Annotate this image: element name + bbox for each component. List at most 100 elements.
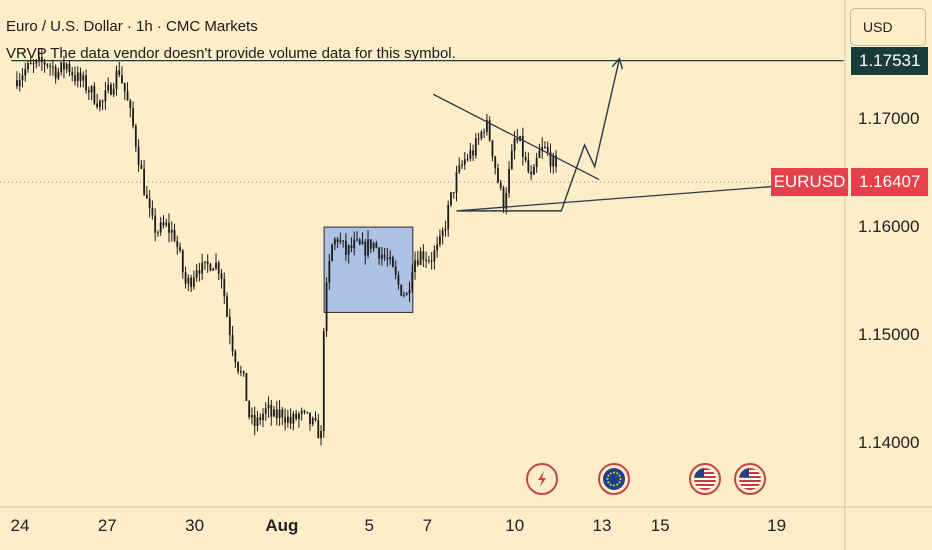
candle-body: [331, 244, 333, 261]
candle-body: [488, 120, 491, 141]
candle-body: [267, 404, 270, 409]
candle-body: [458, 165, 461, 173]
us-stripe: [694, 468, 716, 470]
candle-body: [552, 155, 555, 167]
candle-body: [259, 417, 262, 421]
candle-body: [115, 70, 118, 90]
symbol-tag: EURUSD: [771, 168, 848, 196]
candle-body: [389, 257, 392, 260]
candle-body: [43, 62, 46, 65]
candle-body: [82, 75, 85, 81]
candle-body: [79, 72, 82, 81]
candle-body: [364, 241, 367, 256]
us-flag-icon[interactable]: [734, 463, 766, 495]
candle-body: [154, 215, 157, 233]
candle-body: [68, 63, 71, 73]
us-canton: [739, 468, 749, 477]
candle-body: [411, 271, 414, 290]
candle-body: [405, 293, 408, 295]
x-tick-label: 30: [185, 516, 204, 535]
eu-star: [607, 481, 610, 484]
candle-body: [295, 413, 298, 419]
candle-body: [85, 75, 87, 91]
candle-body: [32, 63, 35, 65]
candle-body: [494, 156, 497, 169]
candle-body: [212, 268, 215, 271]
candle-body: [264, 408, 267, 414]
candle-body: [369, 239, 372, 249]
candle-body: [87, 90, 90, 93]
candle-body: [187, 277, 190, 284]
candle-body: [234, 351, 237, 363]
candle-body: [184, 272, 187, 284]
candle-body: [383, 254, 386, 258]
candle-body: [21, 75, 24, 81]
candle-body: [508, 168, 510, 193]
candle-body: [281, 409, 284, 418]
candle-body: [173, 229, 176, 242]
candle-body: [27, 63, 29, 70]
candle-body: [29, 63, 32, 65]
candle-body: [74, 75, 76, 82]
y-tick-label: 1.17000: [858, 109, 919, 128]
candle-body: [110, 84, 112, 95]
candle-body: [474, 138, 477, 156]
candle-body: [378, 247, 380, 259]
eu-star: [609, 483, 612, 486]
candle-body: [425, 259, 427, 261]
candle-body: [502, 187, 505, 209]
candle-body: [51, 66, 54, 68]
candle-body: [303, 410, 306, 412]
candle-body: [256, 417, 259, 426]
us-flag-icon[interactable]: [689, 463, 721, 495]
x-tick-label: 10: [505, 516, 524, 535]
eu-star: [606, 478, 609, 480]
candle-body: [336, 239, 339, 242]
candle-body: [165, 222, 168, 226]
candle-body: [499, 182, 502, 188]
candle-body: [322, 331, 325, 431]
eu-star: [618, 481, 621, 484]
candle-body: [513, 138, 516, 151]
candle-body: [275, 409, 278, 419]
candle-body: [309, 412, 311, 425]
candle-body: [392, 257, 394, 267]
candle-body: [347, 245, 350, 255]
candle-body: [96, 103, 99, 107]
candle-body: [430, 260, 433, 262]
candle-body: [228, 316, 231, 335]
candle-body: [217, 262, 220, 274]
candle-body: [57, 71, 60, 79]
candle-body: [148, 198, 151, 208]
candle-body: [317, 420, 320, 439]
candle-body: [530, 171, 533, 175]
candle-body: [162, 222, 165, 226]
candle-body: [510, 150, 513, 169]
candle-body: [54, 67, 57, 79]
candle-body: [447, 205, 450, 230]
candle-body: [134, 125, 137, 147]
us-stripe: [694, 476, 716, 478]
y-tick-label: 1.14000: [858, 433, 919, 452]
candle-body: [546, 146, 549, 152]
candle-body: [101, 100, 104, 102]
candle-body: [541, 146, 544, 151]
candle-body: [491, 140, 494, 157]
projection-arrowhead: [611, 57, 624, 70]
candle-body: [533, 166, 535, 175]
currency-button[interactable]: USD: [850, 8, 926, 46]
candle-body: [483, 131, 486, 133]
candle-body: [444, 229, 447, 231]
eu-flag-icon[interactable]: [598, 463, 630, 495]
candle-body: [314, 418, 317, 421]
candle-body: [195, 270, 198, 278]
lightning-icon[interactable]: [526, 463, 558, 495]
candle-body: [427, 260, 430, 262]
candle-body: [463, 159, 466, 165]
us-stripe: [694, 472, 716, 474]
us-stripe: [739, 484, 761, 486]
candle-body: [311, 418, 314, 425]
candle-body: [356, 239, 358, 241]
